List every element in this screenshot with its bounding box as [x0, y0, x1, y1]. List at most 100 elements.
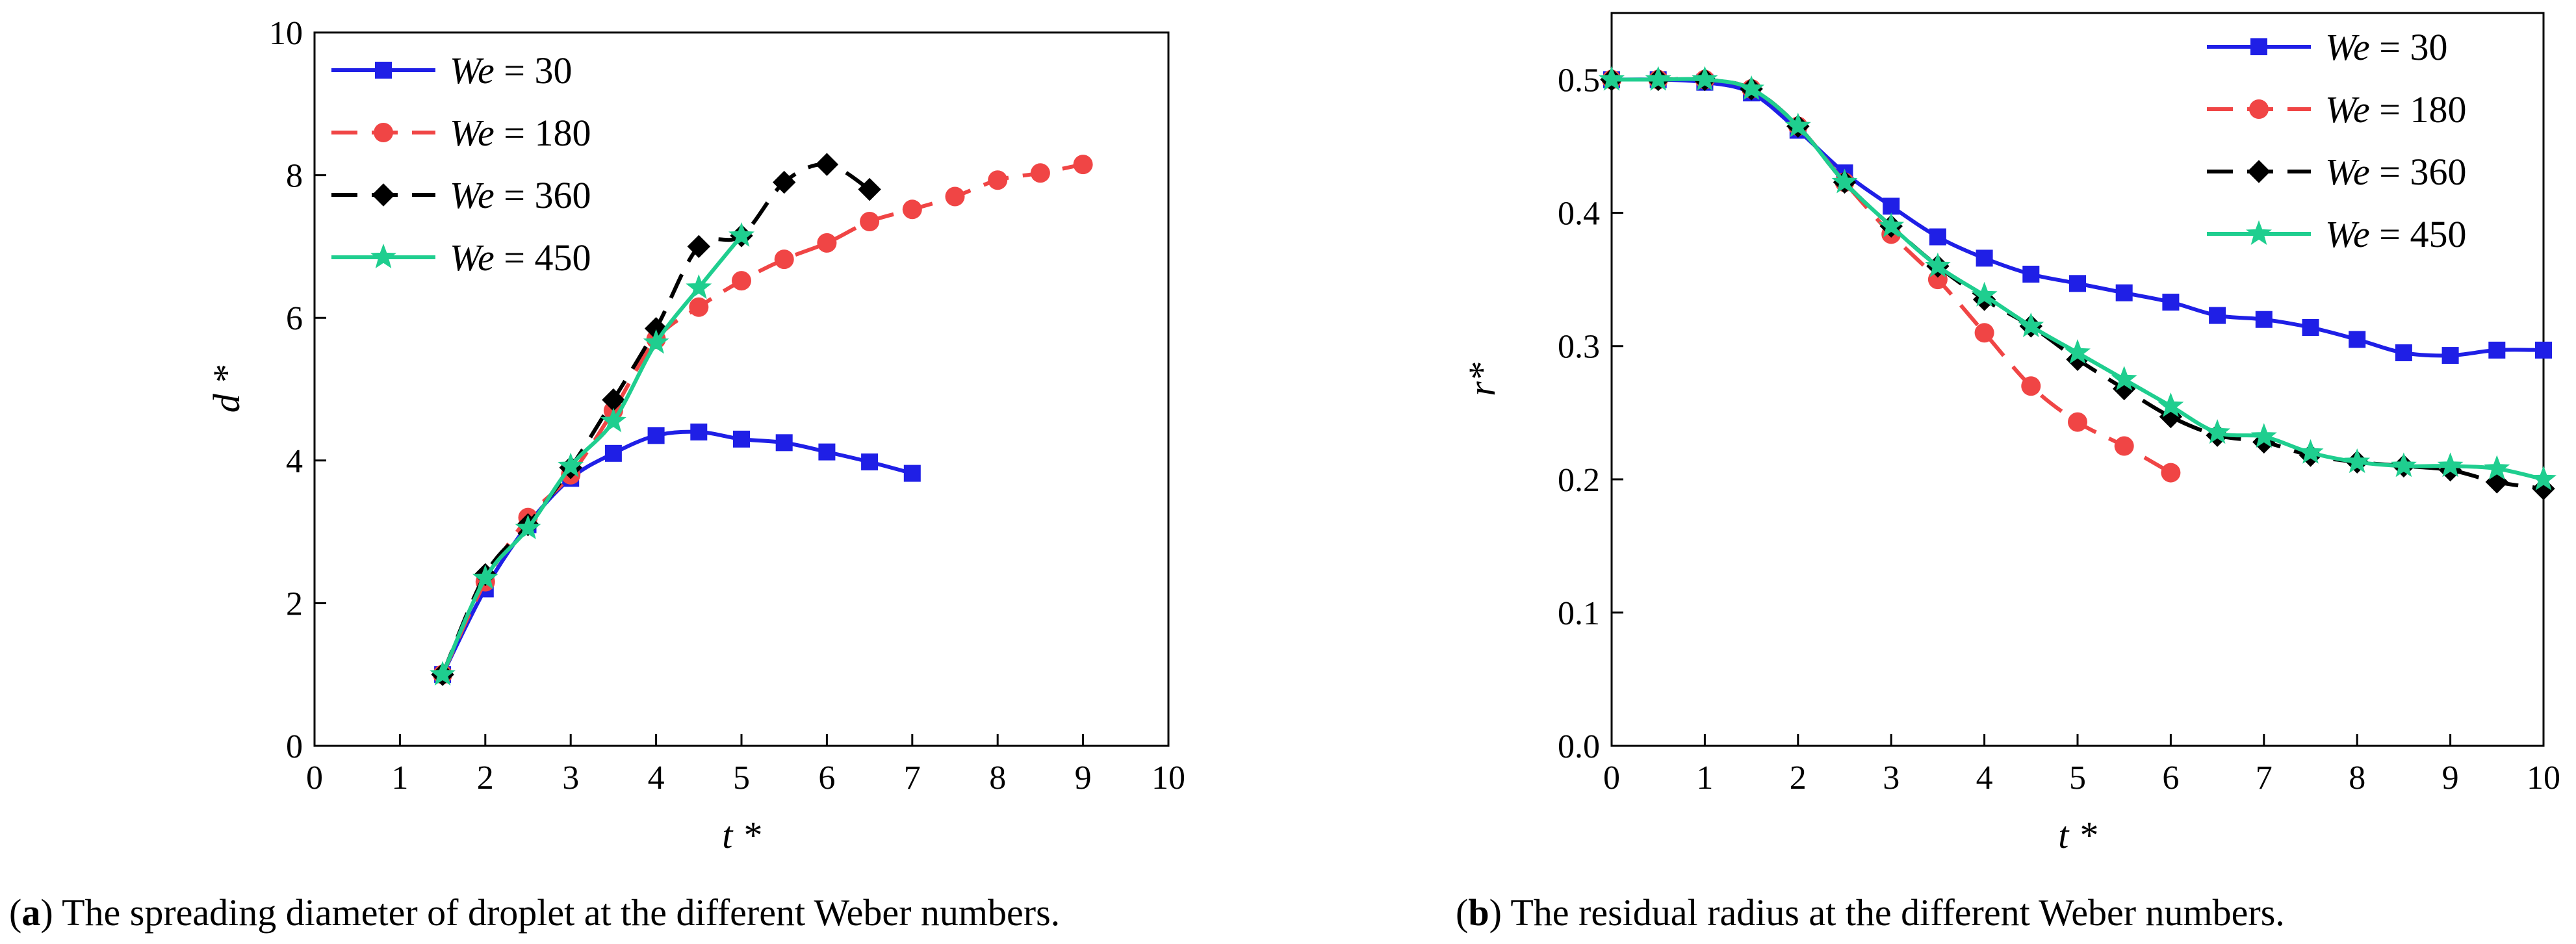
panel-a-x-tick-label: 8	[989, 759, 1006, 797]
panel-a-data-point	[1073, 155, 1093, 175]
panel-b-data-point	[2484, 455, 2510, 480]
panel-b-y-tick-label: 0.5	[1558, 62, 1600, 99]
panel-b-x-tick-label: 5	[2069, 759, 2086, 797]
panel-b-y-tick-label: 0.4	[1558, 196, 1600, 233]
panel-b-x-tick-label: 4	[1976, 759, 1993, 797]
panel-a-x-tick-label: 1	[391, 759, 408, 797]
panel-b-data-point	[2344, 448, 2371, 474]
panel-a-legend-marker	[375, 62, 392, 79]
panel-a-series-180	[433, 155, 1093, 685]
panel-a-y-tick-label: 6	[286, 300, 303, 337]
panel-a-data-point	[732, 271, 751, 291]
panel-b-data-point	[2069, 275, 2086, 292]
panel-b-x-tick-label: 9	[2442, 759, 2459, 797]
panel-b-data-point	[1784, 112, 1811, 138]
panel-b-data-point	[2068, 412, 2087, 432]
panel-a-data-point	[733, 430, 750, 448]
chart-panel-b: 0 1 2 3 4 5 6 7 8 9 10 0.0 0.1 0.2 0.3 0.4 0.5 t * r* We = …	[1461, 12, 2560, 856]
panel-a-data-point	[815, 153, 839, 176]
panel-b-x-tick-label: 8	[2349, 759, 2365, 797]
panel-a-series-line	[441, 429, 913, 676]
captions: (a) The spreading diameter of droplet at…	[9, 891, 2285, 934]
panel-b-data-point	[2114, 436, 2134, 456]
panel-a-data-point	[690, 423, 708, 440]
panel-a-data-point	[775, 434, 793, 452]
panel-a-data-point	[1030, 163, 1050, 183]
panel-a-y-tick-label: 10	[269, 15, 303, 52]
panel-a-plot-frame	[313, 31, 1170, 747]
panel-b-data-point	[2157, 392, 2184, 417]
panel-b-data-point	[1738, 75, 1765, 100]
panel-b-data-point	[2349, 331, 2366, 348]
panel-a-x-tick-label: 3	[562, 759, 579, 797]
panel-a-y-tick-label: 0	[286, 728, 303, 765]
panel-b-data-point	[1831, 168, 1858, 194]
panel-b-legend-marker	[2249, 99, 2269, 119]
panel-a-y-tick-label: 4	[286, 443, 303, 480]
panel-b-data-point	[2250, 423, 2277, 448]
panel-b-data-point	[1692, 66, 1718, 91]
panel-a-x-tick-label: 9	[1075, 759, 1092, 797]
panel-a-data-point	[604, 444, 622, 462]
panel-a-x-tick-label: 0	[306, 759, 323, 797]
panel-a-data-point	[817, 233, 837, 253]
panel-a-data-point	[903, 465, 921, 482]
panel-a-x-tick-label: 10	[1152, 759, 1185, 797]
panel-b-data-point	[2531, 465, 2557, 491]
panel-a-data-point	[472, 564, 498, 589]
panel-b-x-tick-label: 2	[1790, 759, 1807, 797]
panel-b-data-point	[2161, 463, 2181, 483]
panel-a-legend-marker	[374, 123, 393, 142]
panel-b-x-tick-label: 7	[2256, 759, 2273, 797]
panel-b-series-line	[1612, 77, 2172, 475]
panel-b-data-point	[1929, 228, 1946, 246]
panel-b-x-axis-label: t *	[2058, 814, 2097, 856]
panel-b-legend-label: We = 180	[2325, 88, 2466, 131]
panel-a-data-point	[728, 222, 754, 247]
panel-a-series-450	[430, 222, 754, 686]
panel-b-data-point	[2159, 405, 2183, 429]
panel-a-data-point	[686, 274, 712, 300]
panel-a-data-point	[689, 297, 709, 317]
panel-b-data-point	[2488, 341, 2506, 359]
panel-b-x-tick-label: 6	[2162, 759, 2179, 797]
panel-a-legend: We = 30 We = 180 We = 360 We = 450	[331, 49, 591, 279]
panel-a-legend-label: We = 360	[450, 174, 591, 216]
panel-b-data-point	[1971, 281, 1998, 307]
panel-b-data-point	[2390, 452, 2417, 478]
panel-a-legend-label: We = 180	[450, 112, 591, 154]
panel-b-x-tick-label: 10	[2527, 759, 2560, 797]
panel-b-data-point	[2018, 312, 2044, 337]
panel-a-data-point	[858, 177, 881, 201]
panel-a-data-point	[430, 661, 456, 686]
panel-a-data-point	[818, 443, 836, 461]
panel-b-y-tick-label: 0.1	[1558, 595, 1600, 632]
panel-a-data-point	[558, 452, 584, 478]
panel-b-y-axis-label: r*	[1461, 363, 1503, 396]
panel-b-legend-marker	[2246, 220, 2272, 245]
panel-b-data-point	[2115, 284, 2133, 301]
panel-b-data-point	[1974, 323, 1994, 343]
panel-b-data-point	[2535, 341, 2552, 359]
panel-b-data-point	[2297, 439, 2324, 464]
panel-b-x-tick-label: 3	[1883, 759, 1900, 797]
panel-b-data-point	[2204, 419, 2231, 444]
caption-b: (b) The residual radius at the different…	[1456, 891, 2285, 934]
panel-a-data-point	[945, 186, 965, 207]
chart-panel-a: 0 1 2 3 4 5 6 7 8 9 10 0 2 4 6 8 10 t * d * We = 30 We = 180…	[205, 15, 1185, 856]
panel-b-data-point	[1645, 66, 1671, 91]
panel-b-data-point	[2111, 366, 2137, 390]
panel-b-legend-label: We = 450	[2325, 213, 2466, 255]
panel-a-series-360	[431, 153, 881, 686]
panel-b-x-tick-label: 1	[1696, 759, 1713, 797]
panel-a-data-point	[515, 515, 541, 540]
caption-a: (a) The spreading diameter of droplet at…	[9, 891, 1060, 934]
panel-b-legend-label: We = 360	[2325, 151, 2466, 193]
panel-b-series-450	[1599, 66, 2557, 491]
panel-a-x-tick-label: 4	[648, 759, 665, 797]
panel-b-data-point	[2441, 347, 2459, 364]
panel-b-data-point	[2395, 344, 2412, 361]
panel-b-x-tick-label: 0	[1603, 759, 1620, 797]
panel-a-y-tick-label: 8	[286, 158, 303, 195]
